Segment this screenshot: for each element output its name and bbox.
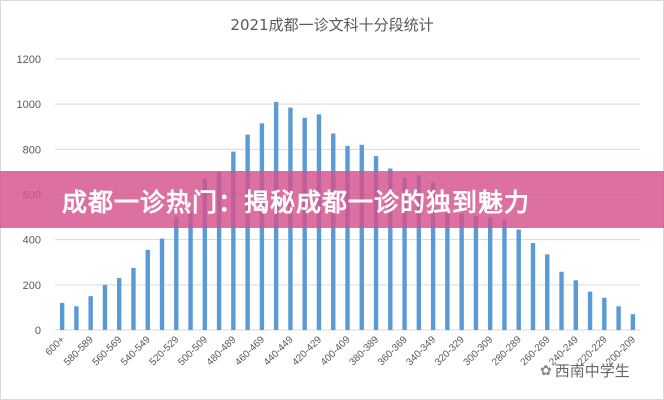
x-tick-label: 420-429: [290, 334, 324, 368]
bar: [88, 296, 93, 330]
bar: [102, 284, 108, 330]
x-tick-label: 500-509: [176, 334, 210, 368]
x-tick-label: 320-329: [433, 334, 467, 368]
bar: [331, 133, 336, 330]
watermark-text: 西南中学生: [554, 362, 630, 380]
y-tick-label: 0: [35, 325, 41, 337]
bar: [188, 211, 193, 330]
bar: [616, 306, 621, 330]
y-tick-label: 1000: [17, 99, 41, 111]
x-tick-label: 300-309: [462, 334, 496, 368]
bar: [430, 182, 436, 330]
bar: [545, 254, 550, 330]
bar: [159, 238, 165, 330]
bar: [573, 280, 578, 330]
y-tick-label: 200: [23, 280, 41, 292]
x-tick-label: 460-469: [233, 334, 267, 368]
y-tick-label: 1200: [17, 54, 41, 66]
x-tick-label: 480-489: [205, 334, 239, 368]
x-tick-label: 400-409: [319, 334, 353, 368]
x-tick-label: 520-529: [148, 334, 182, 368]
bar: [459, 213, 464, 330]
x-tick-label: 360-369: [376, 334, 410, 368]
headline-banner: 成都一诊热门：揭秘成都一诊的独到魅力: [0, 171, 664, 228]
bar: [516, 229, 521, 330]
x-tick-label: 280-289: [490, 334, 524, 368]
bar: [117, 278, 122, 330]
bar: [145, 249, 150, 330]
x-tick-label: 440-449: [262, 334, 296, 368]
bar: [359, 144, 364, 330]
bar: [587, 291, 593, 330]
bar: [559, 271, 564, 330]
y-tick-label: 400: [23, 235, 41, 247]
bar: [74, 306, 79, 330]
bar: [630, 314, 636, 330]
bar: [174, 217, 179, 330]
x-tick-label: 340-349: [404, 334, 438, 368]
bar: [602, 297, 607, 330]
bar: [402, 177, 407, 330]
bar: [231, 151, 236, 330]
bar: [487, 217, 493, 330]
wechat-logo-icon: ✿: [540, 362, 552, 379]
chart-title: 2021成都一诊文科十分段统计: [230, 16, 434, 34]
bar: [245, 134, 250, 330]
x-tick-label: 580-589: [62, 334, 96, 368]
bar: [345, 145, 350, 330]
x-tick-label: 600+: [44, 334, 68, 358]
x-tick-label: 540-549: [119, 334, 153, 368]
bar: [530, 243, 536, 330]
bar: [59, 302, 65, 330]
banner-text: 成都一诊热门：揭秘成都一诊的独到魅力: [62, 188, 531, 217]
y-tick-label: 800: [23, 144, 41, 156]
bar: [502, 219, 507, 330]
x-tick-label: 560-569: [91, 334, 125, 368]
bar: [416, 175, 422, 330]
bar: [216, 171, 222, 330]
bar: [445, 211, 450, 330]
x-tick-label: 380-389: [347, 334, 381, 368]
bar: [473, 215, 479, 330]
bar: [373, 156, 379, 330]
bar: [202, 178, 208, 330]
bar: [131, 267, 136, 330]
watermark: ✿ 西南中学生: [540, 360, 630, 381]
bar: [388, 168, 393, 330]
